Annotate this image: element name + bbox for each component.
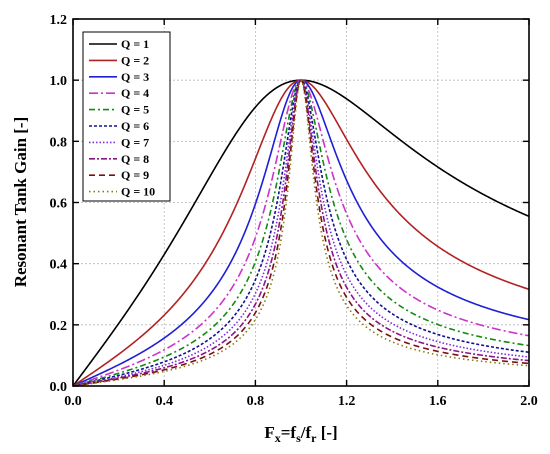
legend-label-q3: Q = 3 — [121, 70, 149, 84]
y-axis-title: Resonant Tank Gain [-] — [11, 117, 30, 288]
legend-label-q7: Q = 7 — [121, 135, 149, 149]
x-tick-label: 1.2 — [338, 394, 356, 409]
x-tick-label: 2.0 — [520, 394, 538, 409]
axis-ticks: 0.0 0.4 0.8 1.2 1.6 2.0 0.0 0.2 0.4 0.6 0.8 1.0 1.2 — [50, 13, 538, 409]
series-line-q10 — [72, 79, 530, 387]
legend-label-q8: Q = 8 — [121, 152, 149, 166]
y-tick-label: 1.2 — [50, 13, 68, 28]
x-tick-label: 1.6 — [429, 394, 447, 409]
y-tick-label: 0.8 — [50, 135, 68, 150]
legend-label-q4: Q = 4 — [121, 86, 149, 100]
legend-label-q9: Q = 9 — [121, 168, 149, 182]
series-line-q7 — [72, 79, 530, 387]
legend-label-q1: Q = 1 — [121, 37, 149, 51]
legend-label-q2: Q = 2 — [121, 53, 149, 67]
curves — [72, 79, 530, 387]
legend-label-q5: Q = 5 — [121, 103, 149, 117]
y-tick-label: 0.4 — [50, 258, 68, 273]
legend-label-q6: Q = 6 — [121, 119, 149, 133]
x-tick-label: 0.4 — [155, 394, 173, 409]
y-tick-label: 0.0 — [50, 380, 68, 395]
y-tick-label: 0.2 — [50, 319, 68, 334]
x-axis-title: Fx=fs/fr [-] — [264, 423, 337, 445]
y-tick-label: 0.6 — [50, 197, 68, 212]
x-tick-label: 0.0 — [64, 394, 82, 409]
legend-label-q10: Q = 10 — [121, 185, 155, 199]
x-tick-label: 0.8 — [247, 394, 265, 409]
y-tick-label: 1.0 — [50, 74, 68, 89]
legend: Q = 1 Q = 2 Q = 3 Q = 4 Q = 5 Q = 6 Q = 7 Q = 8… — [82, 31, 171, 202]
